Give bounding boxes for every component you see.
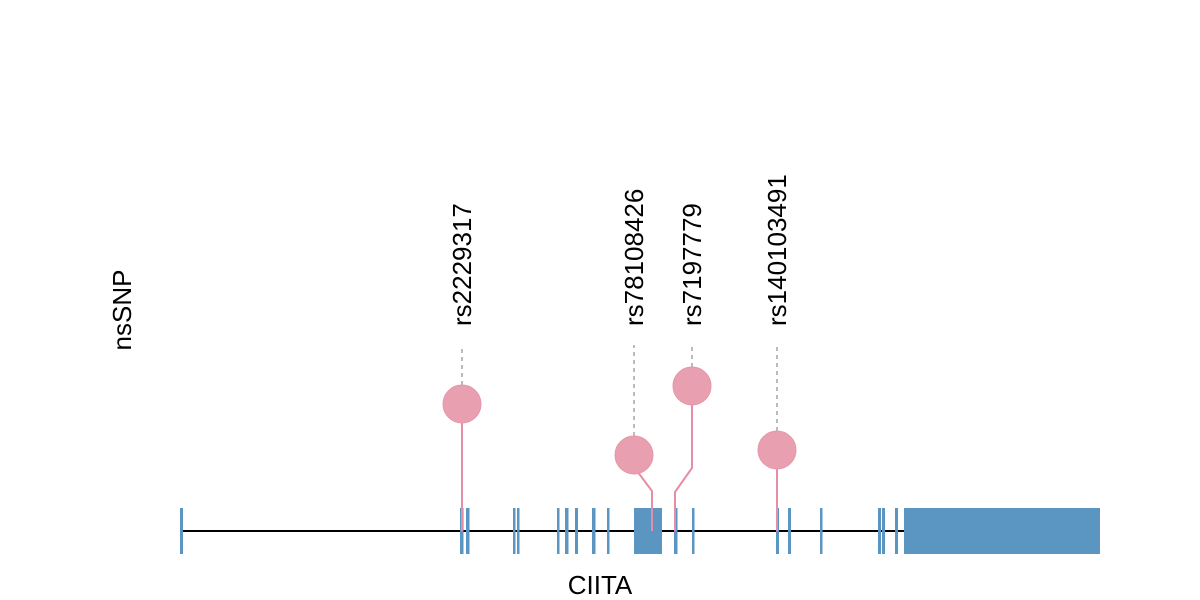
gene-model <box>180 508 1100 554</box>
exon <box>788 508 791 554</box>
track-label: nsSNP <box>107 270 137 351</box>
exon <box>180 508 183 554</box>
snp-stem <box>674 386 693 531</box>
snp-rs7197779: rs7197779 <box>672 203 712 531</box>
snp-marker[interactable] <box>442 384 482 424</box>
snp-label: rs140103491 <box>762 174 792 326</box>
exon <box>513 508 516 554</box>
exon <box>634 508 662 554</box>
exon <box>895 508 898 554</box>
exon <box>607 508 610 554</box>
snp-rs78108426: rs78108426 <box>614 189 654 531</box>
exon <box>575 508 578 554</box>
exon <box>466 508 470 554</box>
snp-marker[interactable] <box>672 366 712 406</box>
snp-rs140103491: rs140103491 <box>757 174 797 531</box>
gene-name: CIITA <box>568 570 633 600</box>
exon <box>592 508 596 554</box>
snp-rs2229317: rs2229317 <box>442 203 482 531</box>
exon <box>692 508 695 554</box>
snp-markers: rs2229317 rs78108426 rs7197779 rs140103491 <box>442 174 797 531</box>
exon <box>517 508 520 554</box>
snp-label: rs7197779 <box>677 203 707 326</box>
exon <box>820 508 823 554</box>
exon <box>904 508 1100 554</box>
exon <box>882 508 885 554</box>
snp-marker[interactable] <box>757 430 797 470</box>
exon <box>878 508 881 554</box>
snp-marker[interactable] <box>614 435 654 475</box>
snp-label: rs2229317 <box>447 203 477 326</box>
exon <box>557 508 560 554</box>
exon <box>565 508 569 554</box>
snp-label: rs78108426 <box>619 189 649 326</box>
